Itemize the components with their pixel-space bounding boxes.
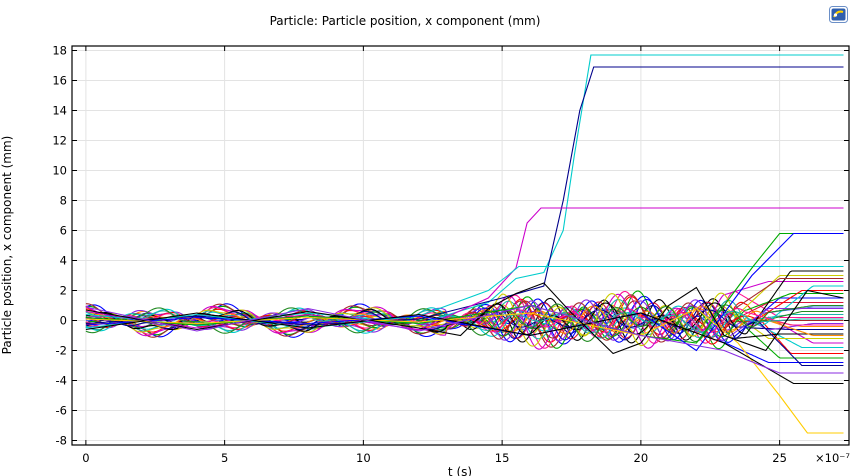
y-tick-label: 16: [52, 74, 67, 88]
trajectory-line: [85, 54, 844, 326]
x-tick-label: 20: [634, 451, 649, 465]
y-tick-label: 0: [60, 314, 67, 328]
y-tick-label: -8: [56, 434, 67, 448]
x-tick-label: 25: [772, 451, 787, 465]
y-tick-label: 12: [52, 134, 67, 148]
y-tick-label: 6: [60, 224, 67, 238]
x-tick-label: 15: [495, 451, 510, 465]
chart-title: Particle: Particle position, x component…: [270, 14, 541, 28]
x-tick-label: 10: [356, 451, 371, 465]
y-tick-label: 8: [60, 194, 67, 208]
x-axis-label: t (s): [448, 465, 472, 476]
logo-glyph-icon: [829, 6, 848, 23]
x-tick-label: 0: [82, 451, 89, 465]
y-tick-label: 18: [52, 44, 67, 58]
comsol-logo-icon[interactable]: [829, 6, 848, 23]
y-tick-label: -4: [56, 374, 67, 388]
trajectory-line: [85, 66, 844, 326]
trajectory-line: [85, 304, 844, 374]
y-axis-label: Particle position, x component (mm): [0, 136, 14, 355]
grid-lines: [72, 46, 849, 445]
axis-ticks: 0 5 10 15 20 25 -8 -6 -4 -2 0 2 4 6 8 10 12 14 16 18: [52, 44, 849, 465]
y-tick-label: 10: [52, 164, 67, 178]
y-tick-label: -2: [56, 344, 67, 358]
y-tick-label: 2: [60, 284, 67, 298]
series-lines: [85, 54, 844, 434]
x-tick-label: 5: [221, 451, 228, 465]
trajectory-line: [85, 312, 844, 385]
y-tick-label: 14: [52, 104, 67, 118]
y-tick-label: 4: [60, 254, 67, 268]
trajectory-line: [85, 282, 844, 355]
x-multiplier-label: ×10⁻⁷: [815, 451, 850, 465]
plot-frame: [71, 45, 850, 446]
y-tick-label: -6: [56, 404, 67, 418]
